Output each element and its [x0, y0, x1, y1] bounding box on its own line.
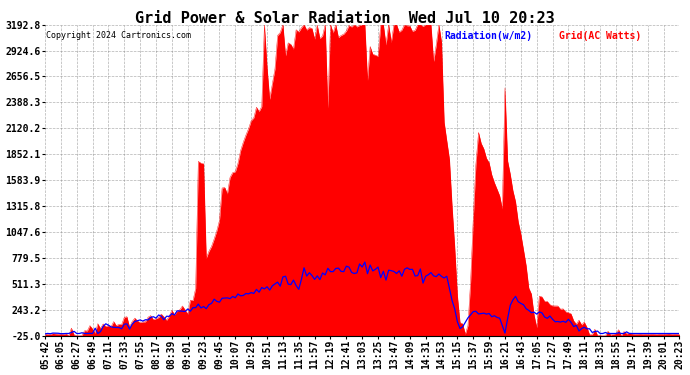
Text: Copyright 2024 Cartronics.com: Copyright 2024 Cartronics.com	[46, 31, 191, 40]
Text: Grid(AC Watts): Grid(AC Watts)	[559, 31, 641, 41]
Text: Grid Power & Solar Radiation  Wed Jul 10 20:23: Grid Power & Solar Radiation Wed Jul 10 …	[135, 11, 555, 26]
Text: Radiation(w/m2): Radiation(w/m2)	[444, 31, 533, 41]
